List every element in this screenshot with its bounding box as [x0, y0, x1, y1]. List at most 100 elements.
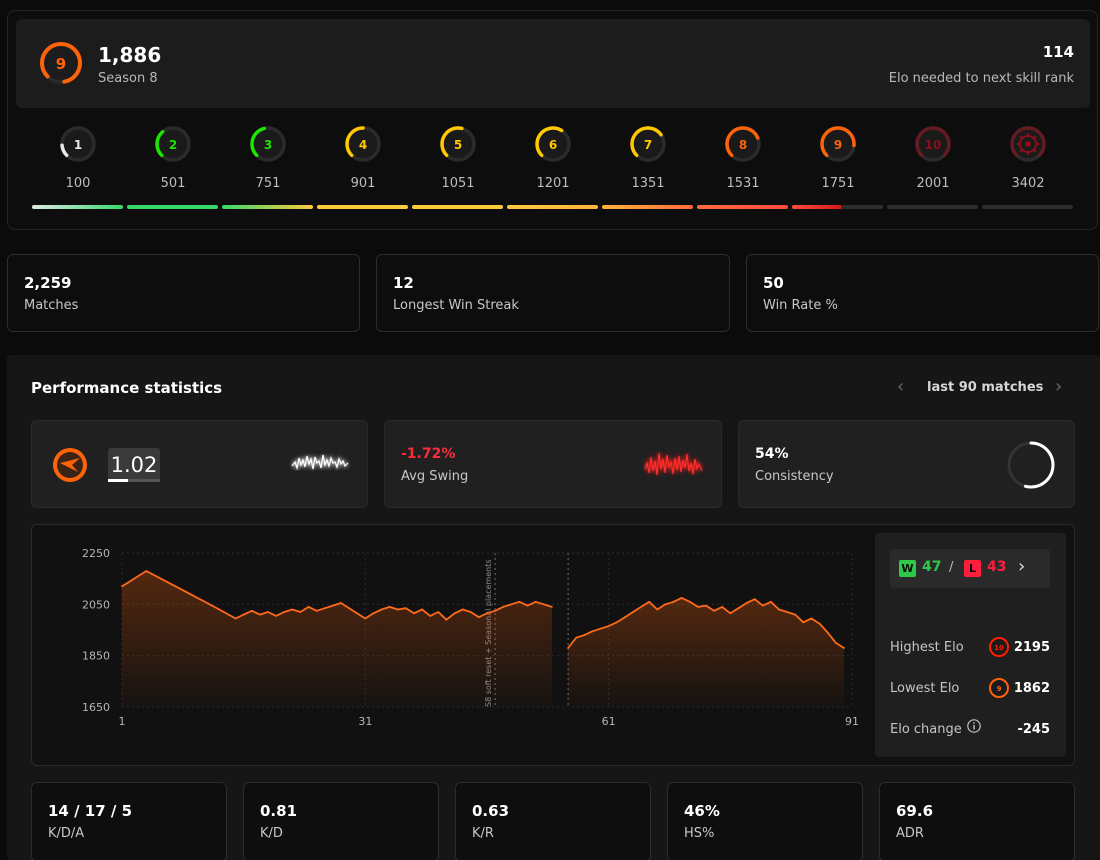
highest-elo-value: 2195 — [1013, 640, 1050, 655]
elo-point — [778, 608, 780, 611]
adr-value: 69.6 — [896, 802, 934, 820]
progress-segment — [32, 205, 123, 209]
win-rate-value: 50 — [763, 274, 784, 292]
elo-point — [583, 634, 586, 636]
win-streak-value: 12 — [393, 274, 414, 292]
elo-point — [834, 641, 837, 644]
avg-swing-value: -1.72% — [401, 446, 456, 462]
progress-segment — [317, 205, 408, 209]
skill-level-8: 8 1531 — [697, 124, 789, 191]
elo-point — [526, 604, 529, 607]
elo-point — [486, 612, 488, 615]
elo-point — [680, 597, 683, 599]
lowest-elo-value: 1862 — [1013, 681, 1050, 696]
elo-point — [688, 600, 691, 603]
hs-card: 46% HS% — [667, 782, 863, 860]
skill-level-6: 6 1201 — [507, 124, 599, 191]
avg-swing-sparkline — [644, 452, 703, 476]
kda-label: K/D/A — [48, 826, 85, 841]
win-loss-selector[interactable]: W 47 / L 43 › — [890, 549, 1050, 588]
level-6-icon: 6 — [535, 126, 571, 162]
skill-level-4: 4 901 — [317, 124, 409, 191]
progress-segment — [982, 205, 1073, 209]
skill-level-2: 2 501 — [127, 124, 219, 191]
elo-point — [275, 615, 277, 617]
y-tick-label: 1650 — [82, 701, 110, 714]
lowest-level-number: 9 — [997, 685, 1002, 693]
level-4-icon: 4 — [345, 126, 381, 162]
avg-swing-label: Avg Swing — [401, 469, 469, 484]
elo-point — [307, 606, 310, 608]
kda-card: 14 / 17 / 5 K/D/A — [31, 782, 227, 860]
elo-point — [169, 582, 172, 585]
elo-point — [218, 608, 221, 611]
info-icon[interactable] — [966, 718, 982, 734]
lowest-elo-label: Lowest Elo — [890, 681, 960, 696]
elo-point — [478, 616, 480, 619]
elo-point — [380, 608, 383, 611]
kd-card: 0.81 K/D — [243, 782, 439, 860]
elo-point — [372, 612, 375, 615]
y-tick-label: 1850 — [82, 650, 110, 663]
skill-level-5: 5 1051 — [412, 124, 504, 191]
consistency-card: 54% Consistency — [738, 420, 1075, 508]
elo-point — [510, 603, 513, 606]
elo-point — [615, 621, 618, 624]
skill-level-9: 9 1751 — [792, 124, 884, 191]
elo-history-chart: 22502050185016501316191S8 soft reset + S… — [82, 547, 859, 728]
elo-area — [568, 597, 844, 707]
elo-point — [502, 606, 505, 608]
level-5-icon: 5 — [440, 126, 476, 162]
elo-point — [664, 603, 667, 606]
elo-point — [534, 600, 537, 603]
elo-point — [542, 603, 545, 606]
level-number: 4 — [359, 138, 367, 152]
current-elo: 1,886 — [98, 43, 162, 67]
level-10-icon: 10 — [915, 126, 951, 162]
elo-point — [315, 609, 318, 612]
elo-point — [607, 625, 610, 627]
level-max-icon — [1010, 126, 1046, 162]
elo-point — [737, 607, 740, 610]
elo-point — [575, 636, 578, 639]
level-number: 5 — [454, 138, 462, 152]
elo-point — [429, 615, 432, 617]
highest-level-number: 10 — [994, 644, 1004, 652]
elo-point — [826, 631, 829, 634]
prev-range-icon[interactable]: ‹ — [897, 376, 905, 397]
next-range-icon[interactable]: › — [1055, 376, 1063, 397]
level-number: 2 — [169, 138, 177, 152]
elo-point — [802, 621, 805, 624]
elo-point — [267, 611, 269, 613]
level-elo-threshold: 1531 — [726, 176, 760, 191]
elo-point — [632, 611, 634, 613]
kd-ratio-card: 1.02 — [31, 420, 368, 508]
elo-point — [721, 606, 724, 608]
level-elo-threshold: 901 — [350, 176, 376, 191]
elo-point — [591, 630, 594, 633]
level-number: 1 — [74, 138, 82, 152]
range-selector[interactable]: last 90 matches — [927, 380, 1044, 395]
elo-change-value: -245 — [1017, 722, 1050, 737]
win-rate-label: Win Rate % — [763, 298, 838, 313]
elo-point — [323, 607, 326, 610]
kr-card: 0.63 K/R — [455, 782, 651, 860]
elo-point — [469, 611, 472, 613]
kd-sparkline — [291, 454, 349, 472]
elo-point — [445, 618, 448, 621]
rank-header — [16, 19, 1090, 108]
elo-point — [332, 604, 334, 607]
consistency-ring — [1007, 441, 1055, 489]
elo-point — [413, 612, 415, 615]
elo-area — [122, 571, 552, 707]
consistency-label: Consistency — [755, 469, 834, 484]
elo-needed-label: Elo needed to next skill rank — [888, 71, 1074, 86]
elo-point — [259, 613, 261, 616]
matches-label: Matches — [24, 298, 79, 313]
hs-value: 46% — [684, 802, 720, 820]
elo-point — [729, 612, 732, 615]
elo-needed-value: 114 — [1042, 43, 1074, 61]
elo-point — [299, 611, 302, 613]
consistency-value: 54% — [755, 446, 789, 462]
elo-point — [421, 608, 423, 611]
